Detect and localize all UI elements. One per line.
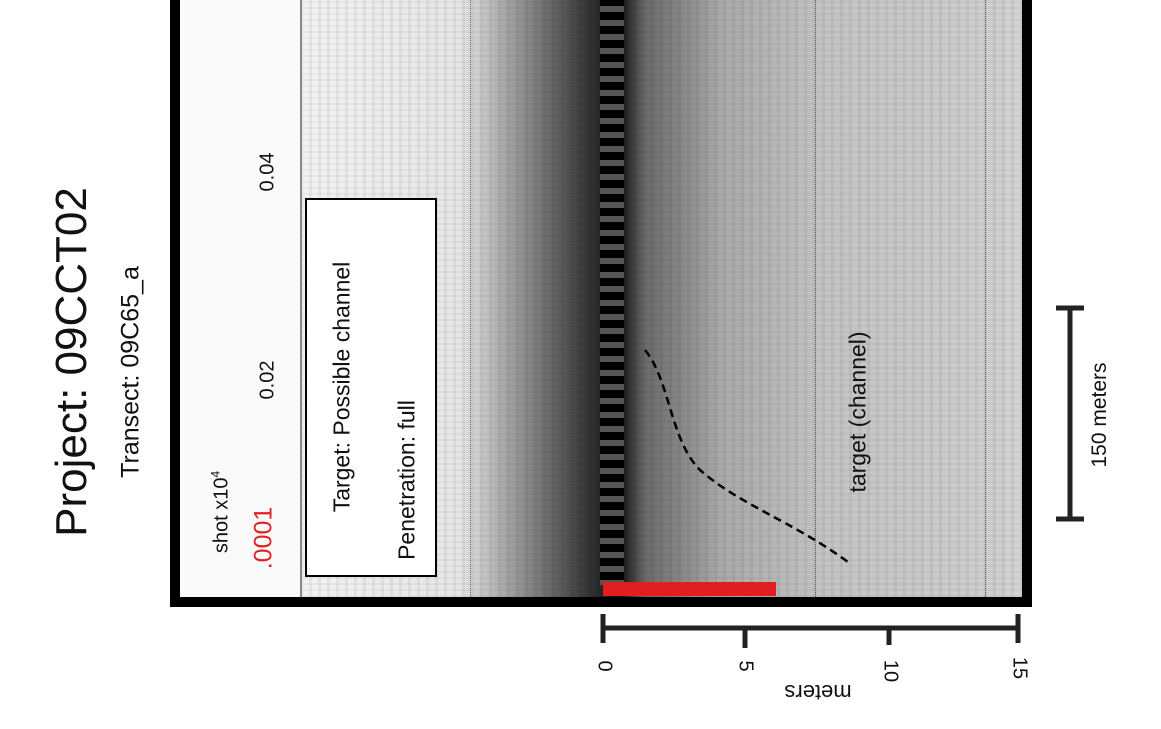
seafloor-reflector [600,0,624,585]
target-annotation: target (channel) [844,331,871,493]
shot-tick-label: 0.02 [256,360,279,400]
shot-axis-exponent: 4 [208,470,223,478]
target-channel-dashed-line [644,349,849,564]
grid-line [815,0,816,597]
shot-axis-label-text: shot x10 [210,477,233,554]
penetration-text: Penetration: full [393,400,420,560]
grid-line [470,0,471,597]
shot-axis-label: shot x104 [209,471,234,553]
grid-line [985,0,986,597]
shot-tick-label: 0.04 [256,152,279,192]
shot-axis-line [300,0,302,597]
target-text: Target: Possible channel [328,261,355,513]
penetration-bar [603,582,776,596]
info-box: Target: Possible channel Penetration: fu… [305,198,437,577]
shot-start-label: .0001 [249,506,278,570]
